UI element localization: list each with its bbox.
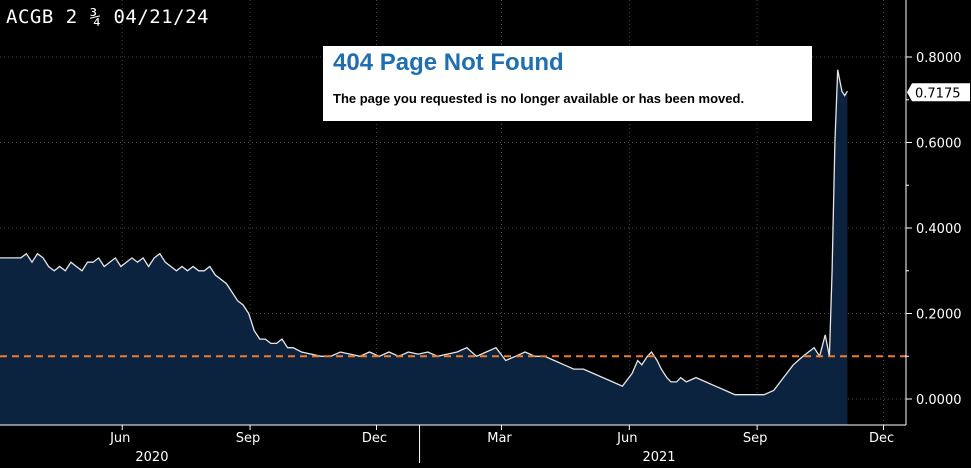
last-value-label: 0.7175 <box>915 86 961 101</box>
x-tick-label: Dec <box>869 431 894 446</box>
last-value-badge: 0.7175 <box>907 83 970 102</box>
x-tick-label: Mar <box>487 431 512 446</box>
area-layer <box>0 69 848 426</box>
error-box: 404 Page Not Found The page you requeste… <box>323 46 812 121</box>
error-message: The page you requested is no longer avai… <box>333 91 745 106</box>
series-area <box>0 69 848 426</box>
chart-title: ACGB 2 ¾ 04/21/24 <box>6 6 209 28</box>
y-tick-label: 0.0000 <box>916 393 962 408</box>
last-value-badge-bg <box>907 83 970 102</box>
error-title: 404 Page Not Found <box>333 49 564 76</box>
y-tick-label: 0.8000 <box>916 51 962 66</box>
x-tick-label: Sep <box>743 431 768 446</box>
axis-layer <box>0 0 912 463</box>
x-tick-label: Dec <box>362 431 387 446</box>
y-tick-label: 0.4000 <box>916 222 962 237</box>
x-tick-label: Sep <box>236 431 261 446</box>
x-tick-label: Jun <box>616 431 637 446</box>
y-tick-label: 0.6000 <box>916 137 962 152</box>
year-label: 2020 <box>135 450 168 465</box>
year-label: 2021 <box>642 450 675 465</box>
series-line <box>0 69 848 396</box>
x-tick-label: Jun <box>109 431 130 446</box>
y-tick-label: 0.2000 <box>916 308 962 323</box>
label-layer: 0.8000 0.6000 0.4000 0.2000 0.0000 Jun Sep Dec M… <box>109 51 970 465</box>
